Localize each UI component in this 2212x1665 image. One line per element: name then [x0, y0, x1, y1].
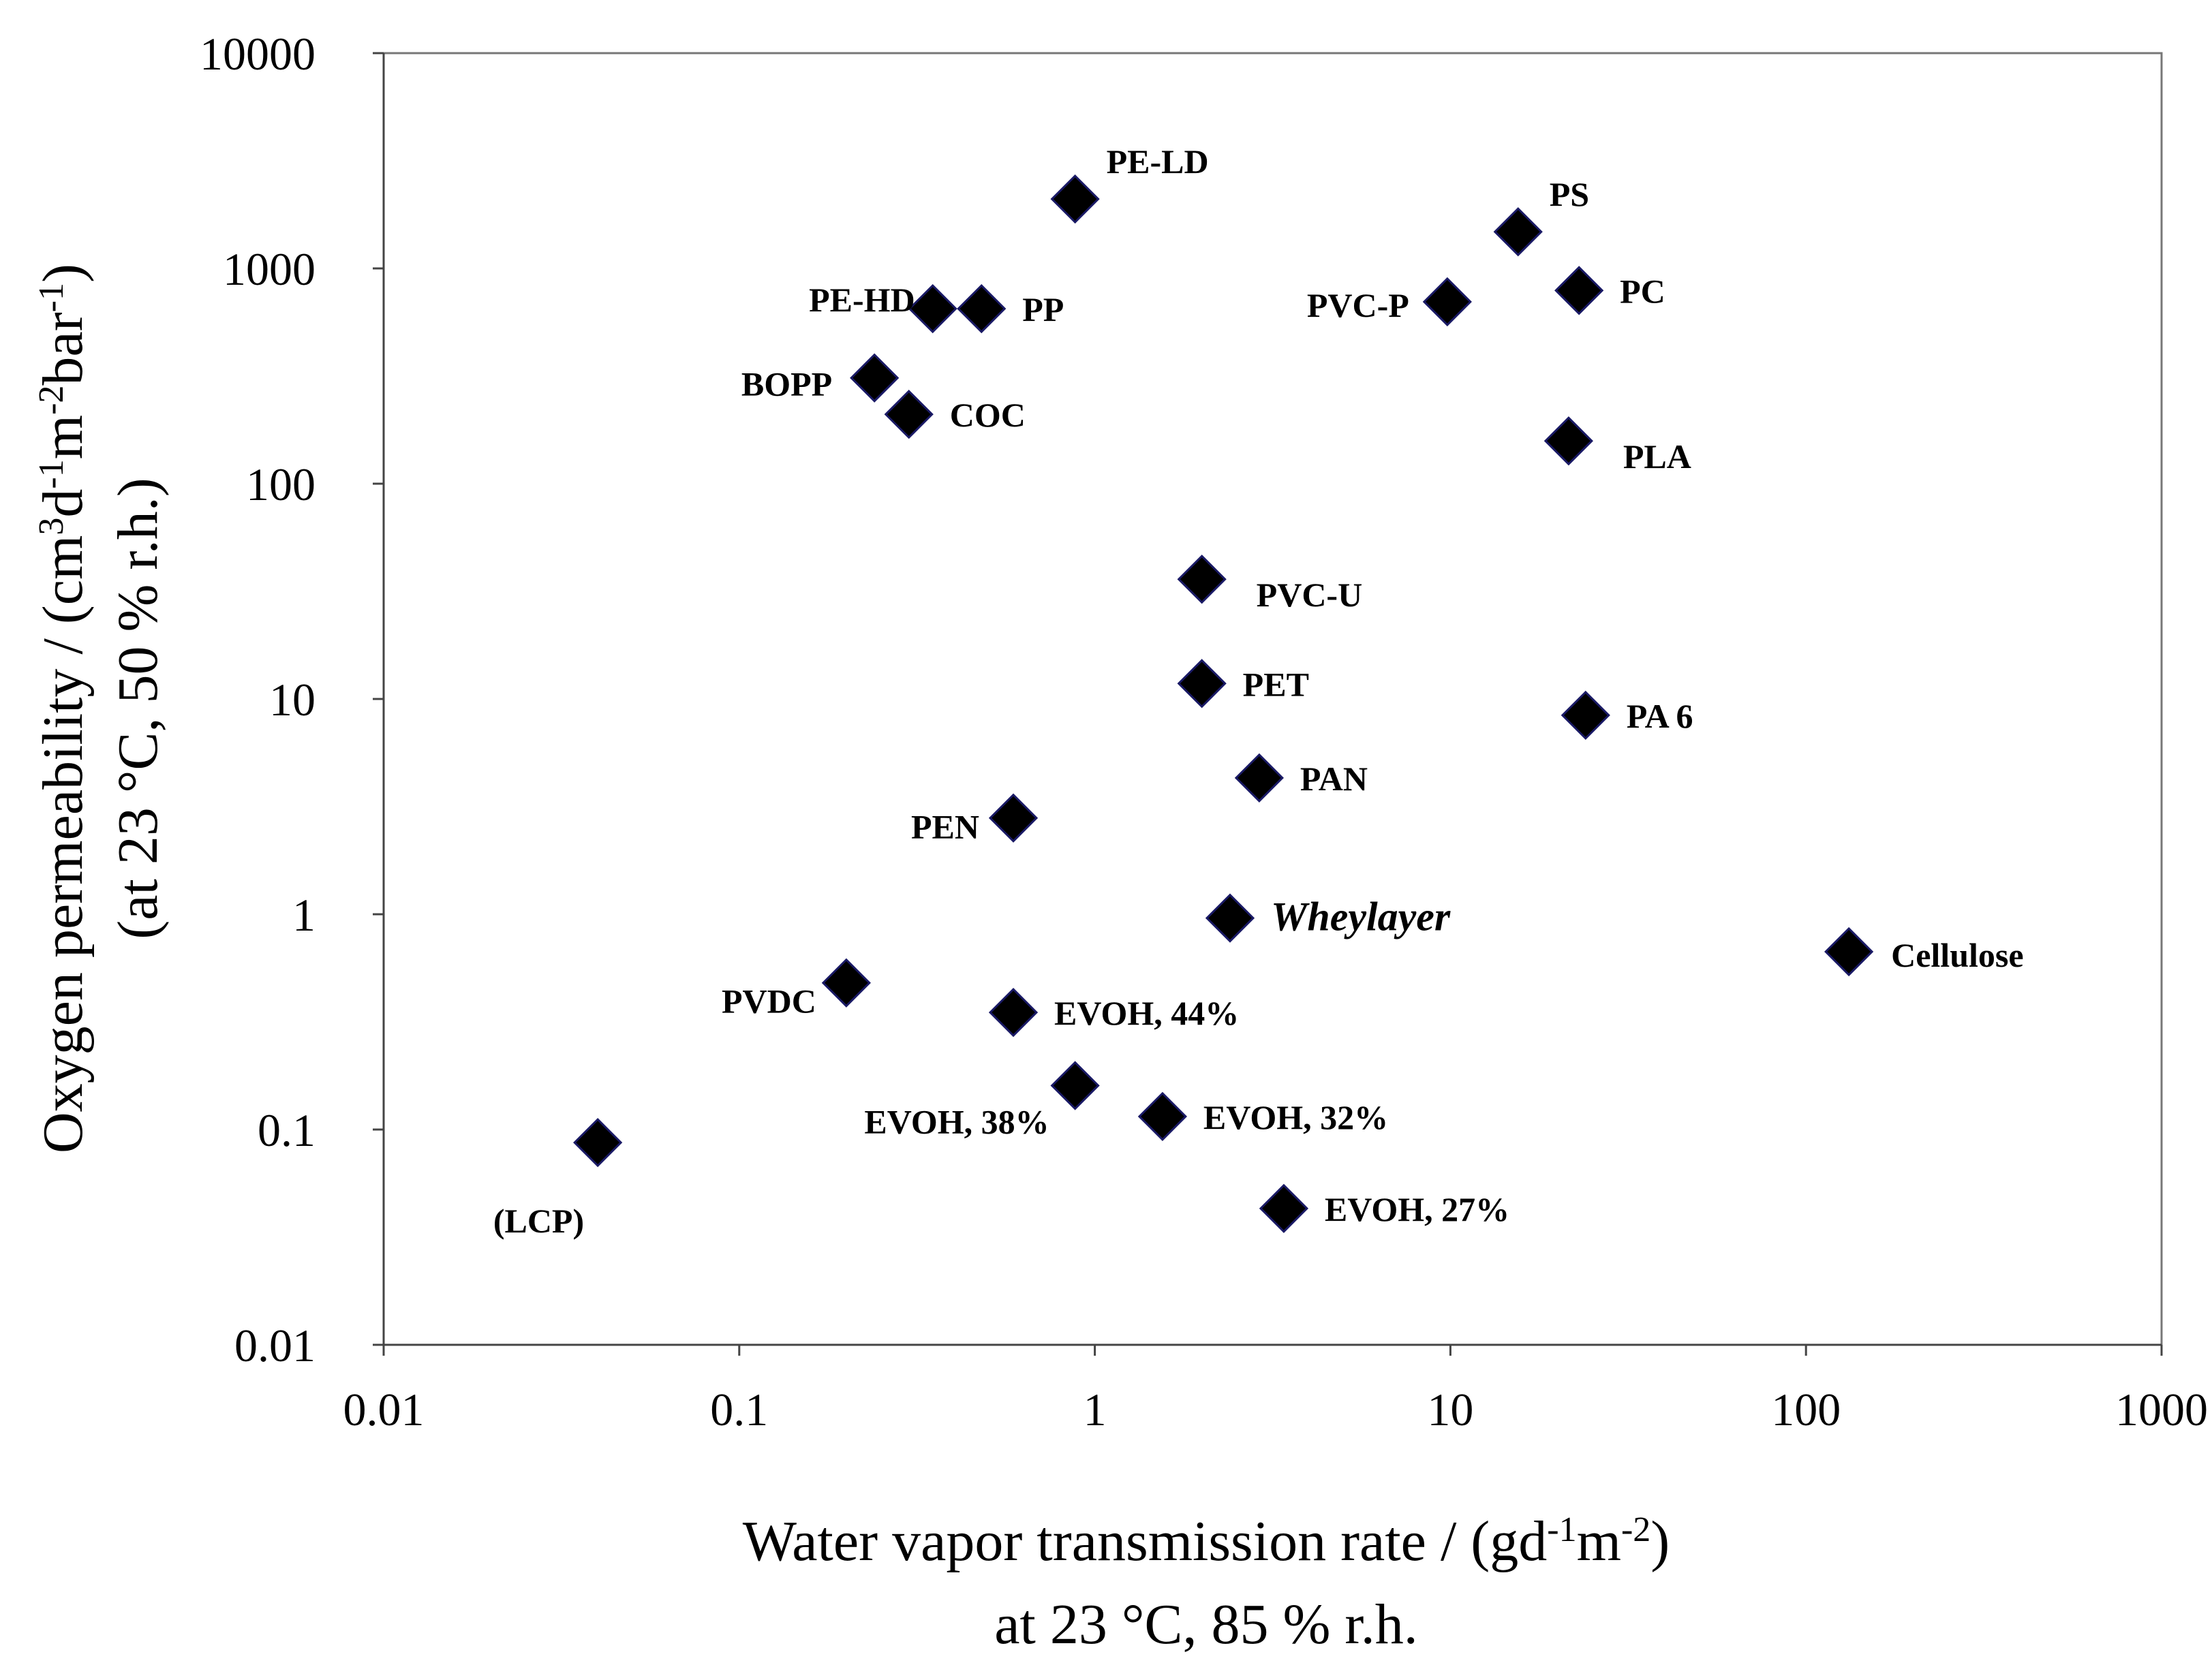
- x-tick-label: 1: [1084, 1384, 1107, 1435]
- x-axis-title: Water vapor transmission rate / (gd-1m-2…: [743, 1510, 1670, 1573]
- data-point-label: COC: [950, 396, 1026, 434]
- data-point-label: PC: [1620, 272, 1665, 310]
- x-tick-label: 10: [1427, 1384, 1473, 1435]
- data-point-marker: [1422, 277, 1472, 327]
- data-point-marker: [1177, 555, 1227, 604]
- y-tick-label: 0.01: [234, 1320, 316, 1371]
- data-point-marker: [908, 283, 957, 334]
- data-point-marker: [1050, 174, 1100, 224]
- data-point-label: Wheylayer: [1271, 894, 1451, 939]
- data-point-label: PA 6: [1627, 697, 1693, 735]
- data-markers: [573, 174, 1874, 1233]
- y-tick-label: 0.1: [258, 1104, 316, 1156]
- data-point-label: BOPP: [741, 365, 832, 403]
- x-axis-subtitle: at 23 °C, 85 % r.h.: [994, 1593, 1418, 1656]
- y-axis-subtitle: (at 23 °C, 50 % r.h.): [106, 478, 170, 939]
- data-point-label: PLA: [1623, 437, 1691, 476]
- data-point-label: EVOH, 32%: [1203, 1098, 1388, 1136]
- data-point-marker: [1234, 753, 1285, 803]
- data-point-marker: [1543, 416, 1593, 466]
- data-point-label: PE-HD: [809, 281, 915, 319]
- data-point-label: PP: [1022, 290, 1064, 328]
- data-point-marker: [1259, 1183, 1309, 1233]
- data-point-marker: [1493, 207, 1543, 257]
- y-tick-label: 100: [246, 458, 316, 510]
- y-axis-title: Oxygen permeability / (cm3d-1m-2bar-1): [31, 264, 95, 1153]
- data-point-marker: [1205, 893, 1255, 943]
- data-point-label: PVDC: [722, 982, 816, 1021]
- x-tick-label: 0.1: [710, 1384, 768, 1435]
- y-tick-labels: 0.01 0.1 1 10 100 1000 10000: [200, 28, 316, 1371]
- data-point-label: PET: [1243, 665, 1309, 703]
- y-tick-label: 1000: [223, 243, 316, 295]
- x-tick-label: 100: [1771, 1384, 1841, 1435]
- data-point-marker: [1554, 266, 1604, 315]
- data-point-label: (LCP): [493, 1202, 584, 1240]
- data-point-marker: [1137, 1091, 1188, 1141]
- data-point-marker: [1824, 927, 1874, 977]
- data-point-label: PE-LD: [1107, 142, 1209, 181]
- data-point-marker: [988, 987, 1039, 1038]
- y-tick-label: 10000: [200, 28, 316, 80]
- data-point-marker: [884, 390, 934, 439]
- data-point-label: PS: [1550, 175, 1589, 213]
- data-point-label: PVC-P: [1307, 286, 1409, 324]
- data-point-label: Cellulose: [1891, 936, 2023, 974]
- x-tick-label: 0.01: [343, 1384, 425, 1435]
- data-point-marker: [1050, 1061, 1100, 1110]
- data-point-marker: [821, 958, 871, 1008]
- data-point-marker: [1177, 659, 1227, 709]
- y-tick-label: 1: [292, 889, 316, 941]
- axis-ticks: [373, 52, 2163, 1356]
- data-point-marker: [957, 283, 1007, 334]
- data-point-label: PEN: [911, 808, 979, 846]
- data-point-label: EVOH, 27%: [1325, 1190, 1509, 1228]
- data-point-marker: [988, 793, 1039, 843]
- x-tick-label: 1000: [2115, 1384, 2208, 1435]
- data-point-marker: [573, 1117, 623, 1168]
- data-point-label: PAN: [1300, 760, 1368, 798]
- data-point-label: PVC-U: [1257, 576, 1363, 614]
- y-tick-label: 10: [269, 674, 316, 726]
- x-tick-labels: 0.01 0.1 1 10 100 1000: [343, 1384, 2209, 1435]
- point-labels: PE-LD PS PE-HD PP PVC-P PC BOPP COC PLA PVC-U PET P…: [493, 142, 2024, 1240]
- data-point-marker: [850, 353, 900, 403]
- data-point-marker: [1561, 690, 1610, 741]
- data-point-label: EVOH, 44%: [1054, 994, 1239, 1032]
- data-point-label: EVOH, 38%: [864, 1102, 1049, 1140]
